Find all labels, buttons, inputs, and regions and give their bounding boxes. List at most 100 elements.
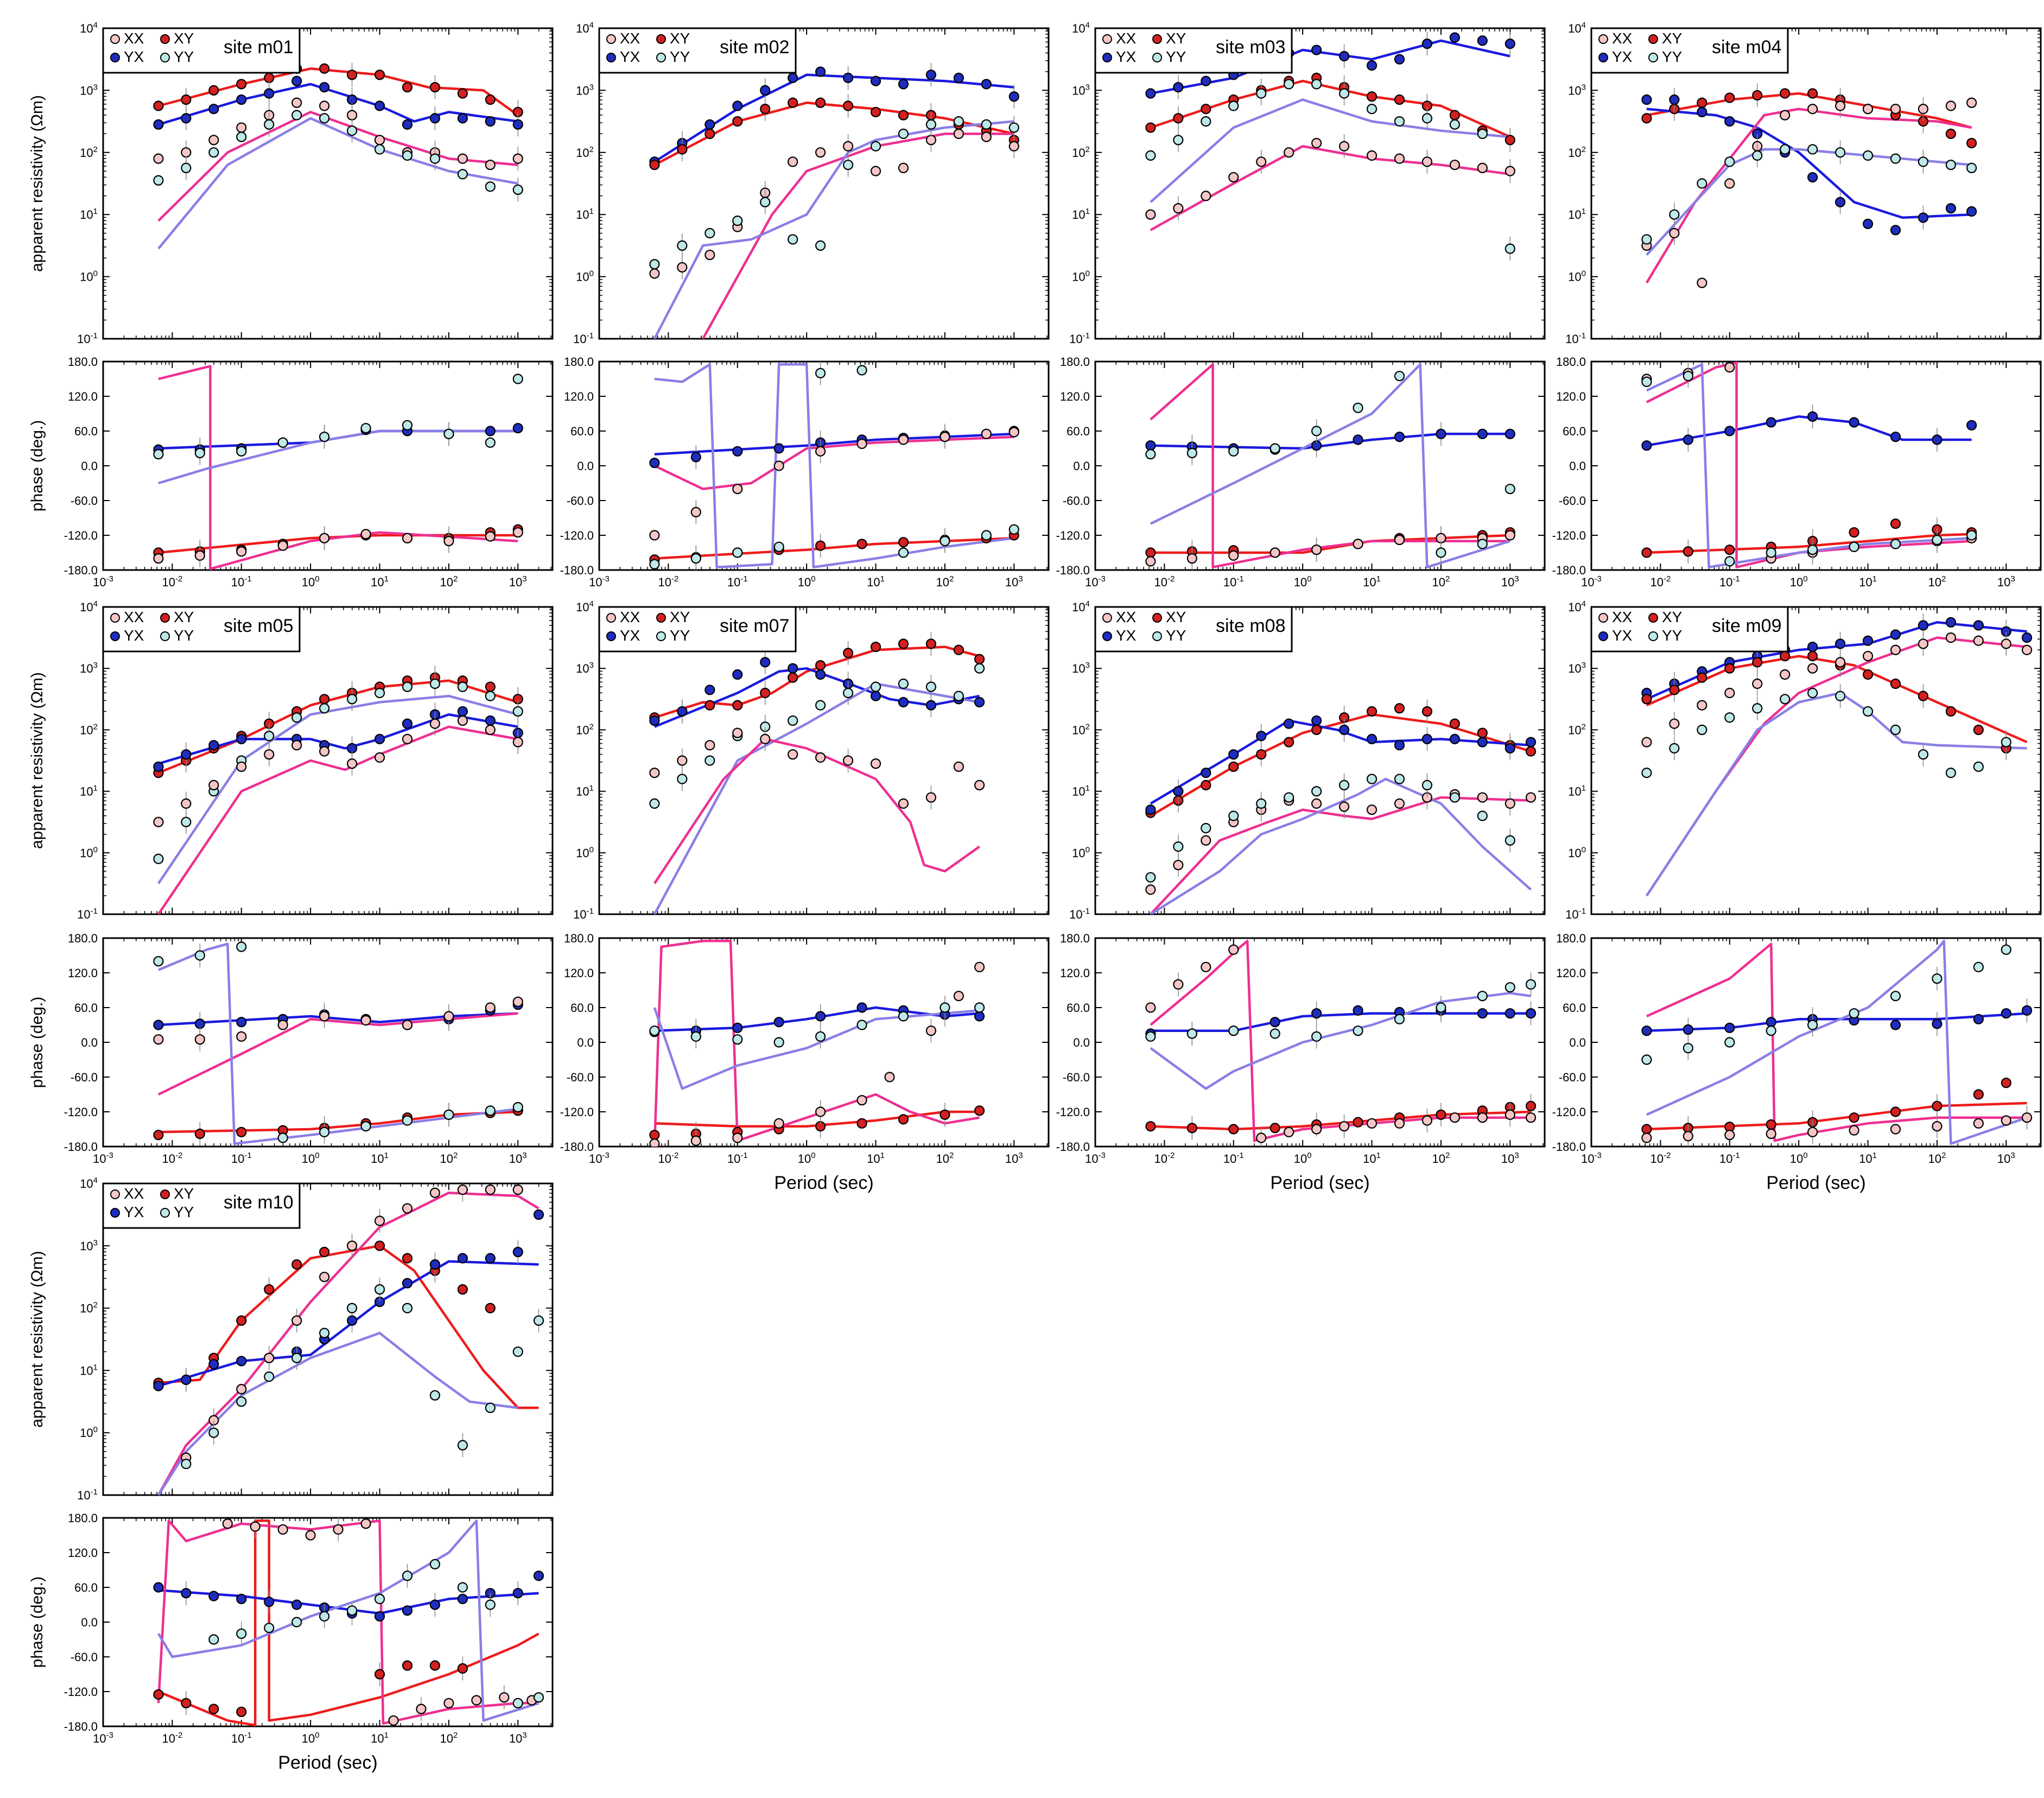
point-xx — [981, 428, 992, 439]
point-xy — [429, 1660, 441, 1671]
point-xx — [1752, 678, 1763, 689]
point-yx — [815, 1011, 826, 1022]
rho-panel-m10: 10-1 100 101 102 103 104 apparent resistivity … — [28, 1176, 554, 1502]
point-xy — [319, 1246, 330, 1257]
curve-xx — [157, 725, 518, 914]
series-group — [1641, 362, 1977, 568]
point-yx — [533, 1209, 544, 1220]
point-yy — [533, 1692, 544, 1703]
rho-panel-m05: 10-1 100 101 102 103 104 apparent resistivity … — [28, 599, 554, 921]
legend-box — [102, 1182, 301, 1229]
point-yx — [1353, 434, 1363, 445]
point-xx — [1918, 638, 1929, 649]
point-xx — [856, 438, 867, 450]
legend-label-xy: XY — [174, 1185, 194, 1202]
point-xx — [732, 727, 743, 738]
y-tick-label: 100 — [1072, 845, 1090, 860]
y-tick-label: -60.0 — [567, 494, 594, 508]
point-xx — [815, 752, 826, 763]
point-yy — [940, 536, 950, 547]
y-tick-label: -60.0 — [71, 1071, 98, 1084]
point-xx — [1505, 530, 1515, 541]
y-tick-label: 60.0 — [1563, 425, 1586, 438]
point-yx — [1724, 116, 1735, 127]
legend-label-yy: YY — [670, 627, 690, 644]
curve-yy — [1646, 363, 1972, 568]
point-yy — [1008, 524, 1019, 535]
point-xy — [649, 1130, 660, 1141]
point-yy — [1311, 426, 1322, 436]
point-yx — [512, 119, 523, 130]
point-yy — [677, 240, 688, 251]
curve-yx — [654, 1006, 980, 1032]
y-tick-label: -120.0 — [1552, 529, 1586, 542]
point-xx — [842, 755, 854, 766]
series-group — [1145, 31, 1515, 261]
point-yy — [974, 663, 985, 674]
point-xx — [1766, 1128, 1776, 1139]
series-group — [649, 62, 1019, 339]
point-yx — [1228, 749, 1239, 760]
point-xy — [1525, 746, 1537, 757]
y-tick-label: 180.0 — [1060, 932, 1090, 945]
legend-label-xx: XX — [124, 609, 144, 625]
point-xx — [953, 128, 964, 140]
point-yy — [1505, 982, 1515, 993]
point-yx — [457, 1253, 468, 1264]
legend-marker-yx — [110, 631, 120, 641]
x-tick-label: 100 — [1294, 574, 1312, 589]
point-xx — [1311, 138, 1322, 149]
rho-panel-m02: 10-1 100 101 102 103 104 — [573, 21, 1050, 346]
point-xx — [443, 1698, 454, 1708]
point-yy — [1256, 88, 1267, 99]
y-tick-label: -180.0 — [1056, 564, 1090, 577]
point-xy — [374, 69, 385, 80]
point-xy — [1890, 518, 1901, 529]
point-xx — [1505, 166, 1515, 176]
legend-marker-yx — [1102, 631, 1112, 641]
point-xx — [402, 1020, 413, 1030]
point-yy — [153, 449, 164, 460]
point-xy — [760, 687, 771, 699]
point-yy — [1807, 687, 1818, 699]
point-xx — [1505, 798, 1515, 809]
point-xx — [402, 533, 413, 543]
point-yy — [374, 144, 385, 155]
point-xy — [1641, 1124, 1652, 1135]
phase-panel-m05: 10-3 10-2 10-1 100 101 102 103 180.0 120.0 60.0 0.… — [28, 932, 554, 1166]
point-xx — [485, 160, 496, 170]
point-yx — [974, 697, 985, 708]
point-xy — [1890, 1106, 1901, 1117]
point-xy — [649, 160, 660, 170]
point-yy — [1436, 547, 1446, 558]
point-yy — [1966, 530, 1977, 541]
point-yy — [236, 131, 247, 142]
point-yy — [512, 706, 523, 717]
point-xx — [471, 1695, 482, 1706]
y-tick-label: -60.0 — [71, 1650, 98, 1664]
point-xy — [732, 116, 743, 127]
point-yy — [773, 1037, 784, 1048]
point-xx — [346, 1240, 358, 1251]
point-yx — [1683, 434, 1693, 445]
point-yy — [194, 447, 205, 459]
point-yx — [856, 1002, 867, 1013]
point-xy — [677, 144, 688, 155]
legend-label-yy: YY — [1166, 48, 1186, 65]
point-yy — [1228, 1025, 1239, 1036]
y-tick-label: 103 — [80, 1238, 98, 1253]
point-xy — [1890, 678, 1901, 689]
chart-m01: 10-1 100 101 102 103 104 apparent resistivity … — [28, 21, 554, 589]
y-tick-label: 10-1 — [77, 1487, 98, 1502]
curve-yx — [1150, 433, 1510, 450]
point-xy — [953, 644, 964, 655]
legend-label-yy: YY — [1166, 627, 1186, 644]
x-tick-label: 10-1 — [231, 1731, 252, 1745]
point-yy — [815, 240, 826, 251]
point-xx — [981, 131, 992, 142]
point-yy — [1173, 841, 1184, 852]
point-xx — [1311, 798, 1322, 809]
point-xy — [1284, 737, 1294, 748]
point-xx — [1973, 1118, 1984, 1129]
legend-label-yx: YX — [124, 627, 144, 644]
